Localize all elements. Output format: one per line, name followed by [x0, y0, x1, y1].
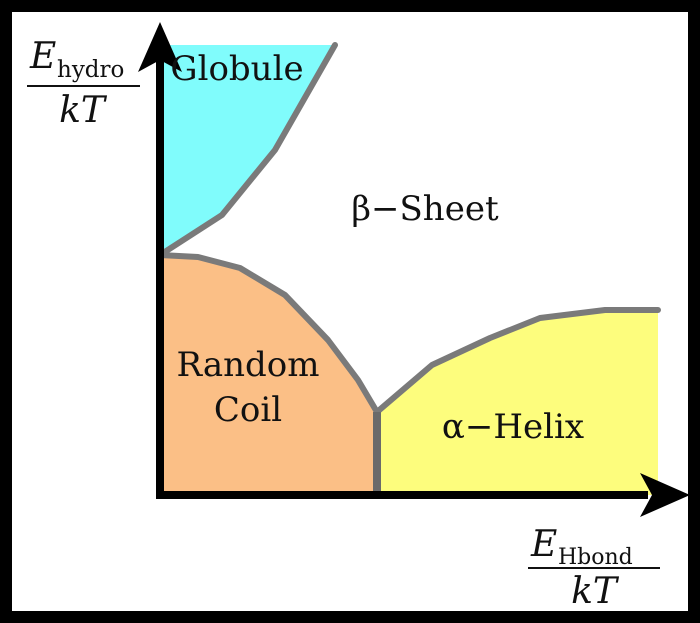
globule-boundary [157, 42, 338, 258]
x-axis-arrowhead [640, 473, 690, 517]
random-coil-label-line1: Random [176, 345, 319, 385]
alpha-helix-region [377, 310, 658, 495]
random-coil-label-line2: Coil [214, 390, 282, 430]
y-axis-numerator-main: E [29, 36, 56, 77]
alpha-helix-label: α−Helix [442, 407, 584, 447]
alpha-helix-boundary [374, 307, 661, 415]
y-axis-arrowhead [138, 22, 182, 72]
random-coil-boundary [157, 252, 380, 415]
random-coil-region [160, 255, 377, 495]
y-axis-label: E hydro kT [27, 36, 140, 131]
y-axis-denominator: kT [59, 90, 108, 131]
globule-label: Globule [170, 49, 303, 89]
beta-sheet-label: β−Sheet [351, 189, 499, 229]
x-axis-numerator-sub: Hbond [558, 545, 633, 570]
x-axis-numerator-main: E [530, 524, 557, 565]
x-axis-label: E Hbond kT [528, 524, 660, 612]
x-axis-denominator: kT [571, 571, 620, 612]
y-axis-numerator-sub: hydro [57, 57, 124, 83]
globule-region [160, 45, 335, 255]
